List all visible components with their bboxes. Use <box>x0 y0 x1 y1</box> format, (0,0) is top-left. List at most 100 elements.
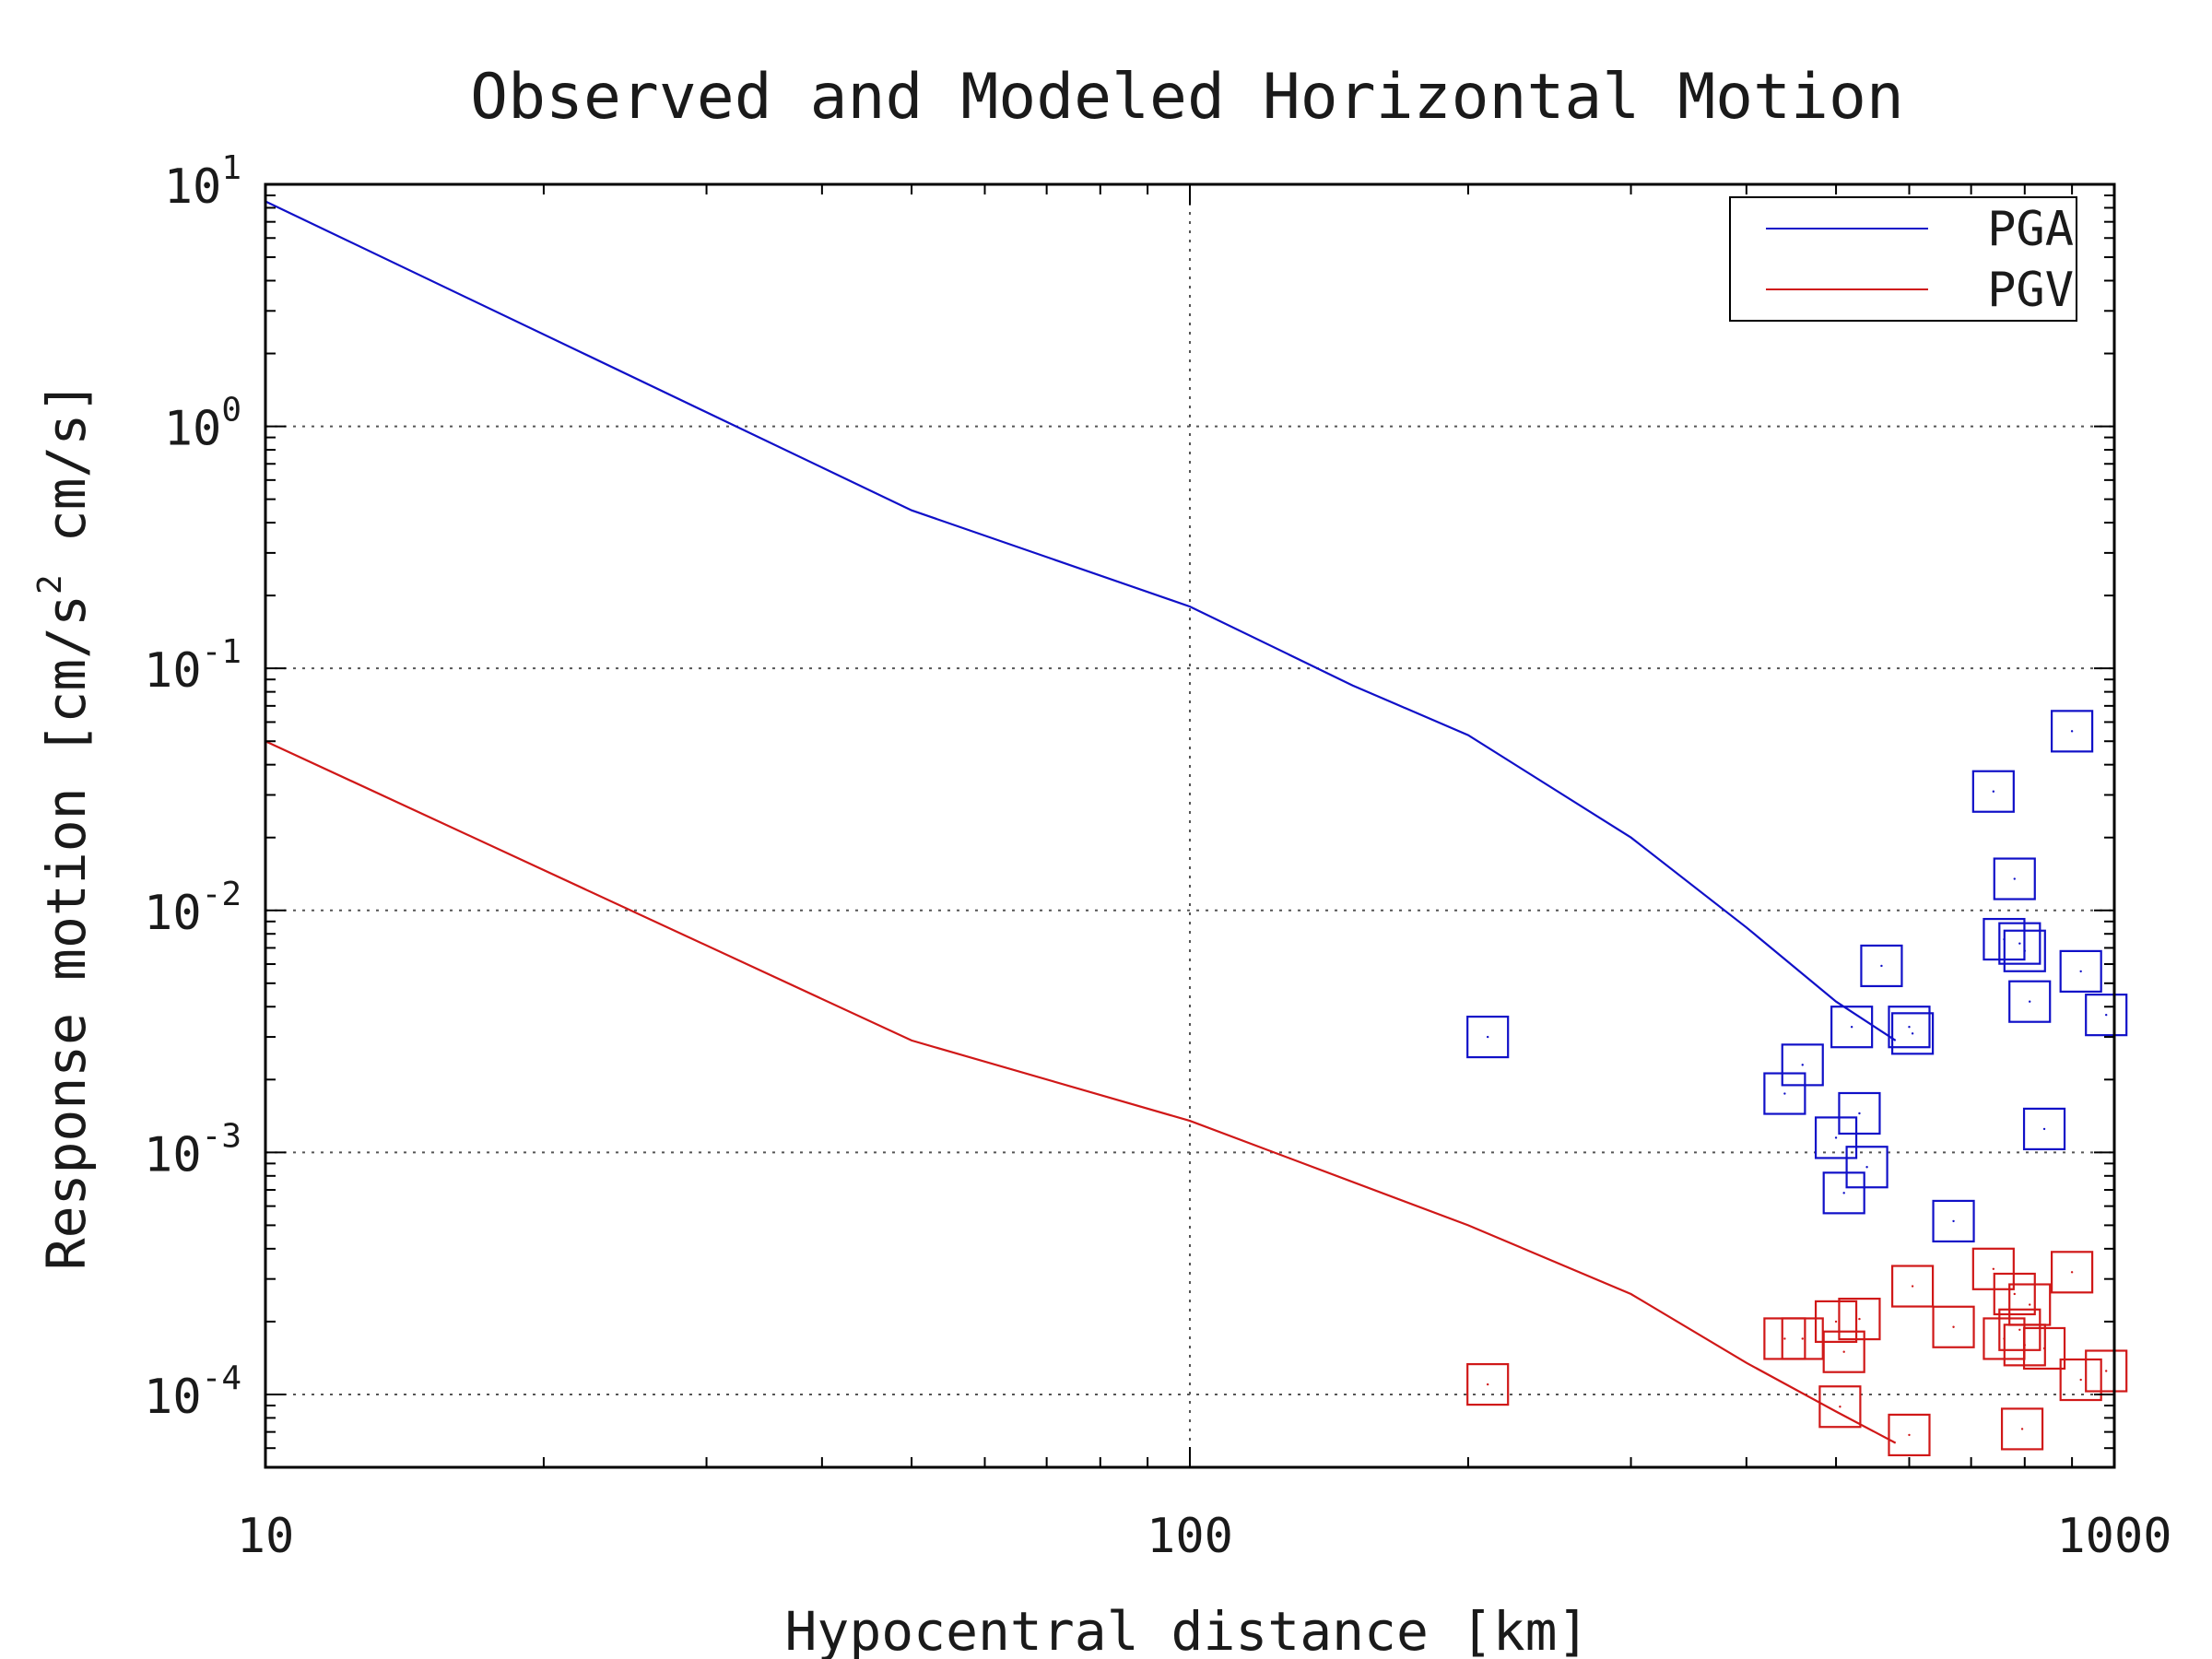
marker-pga-observed-11 <box>1932 1199 1975 1243</box>
marker-pga-observed-10 <box>1891 1012 1935 1055</box>
marker-dot-pga-observed-4 <box>1842 1192 1845 1194</box>
marker-pgv-observed-18 <box>2051 1251 2094 1294</box>
marker-dot-pga-observed-6 <box>1858 1112 1861 1115</box>
marker-pgv-observed-8 <box>1891 1265 1935 1308</box>
marker-dot-pgv-observed-20 <box>2104 1370 2108 1372</box>
marker-dot-pgv-observed-12 <box>2013 1292 2016 1296</box>
marker-dot-pga-observed-1 <box>1783 1092 1786 1095</box>
y-axis-label: Response motion [cm/s2 cm/s] <box>31 382 98 1271</box>
chart-title: Observed and Modeled Horizontal Motion <box>470 61 1904 134</box>
marker-pgv-observed-6 <box>1838 1297 1881 1341</box>
series-line-pgv <box>265 740 1897 1444</box>
plot-frame <box>264 182 2116 1469</box>
marker-dot-pga-observed-20 <box>2079 970 2082 973</box>
marker-dot-pgv-observed-6 <box>1858 1317 1861 1321</box>
marker-pga-observed-21 <box>2085 994 2128 1037</box>
marker-pga-observed-17 <box>2008 980 2052 1023</box>
marker-dot-pga-observed-0 <box>1486 1035 1489 1039</box>
x-axis-tick-labels: 10 100 1000 <box>237 1509 2172 1564</box>
marker-dot-pga-observed-8 <box>1880 964 1883 968</box>
marker-pga-observed-7 <box>1845 1146 1888 1189</box>
x-tick-label-0: 10 <box>237 1509 295 1564</box>
y-axis-tick-labels: 10-4 10-3 10-2 10-1 100 101 <box>144 149 241 1425</box>
marker-dot-pgv-observed-13 <box>2018 1328 2021 1331</box>
marker-pga-observed-6 <box>1838 1091 1881 1135</box>
marker-pga-observed-2 <box>1781 1043 1824 1087</box>
marker-pgv-observed-17 <box>2022 1326 2066 1371</box>
marker-dot-pgv-observed-5 <box>1842 1350 1845 1353</box>
axis-ticks <box>265 183 2115 1467</box>
marker-dot-pgv-observed-0 <box>1486 1382 1489 1386</box>
marker-pgv-observed-20 <box>2085 1349 2128 1393</box>
marker-pga-observed-3 <box>1814 1116 1858 1159</box>
y-tick-label-0: 10-4 <box>144 1359 241 1425</box>
marker-dot-pga-observed-16 <box>2023 949 2026 952</box>
marker-dot-pga-observed-5 <box>1850 1026 1853 1029</box>
marker-dot-pga-observed-2 <box>1801 1064 1804 1066</box>
marker-pga-observed-4 <box>1822 1171 1865 1215</box>
grid-lines <box>265 184 2114 1467</box>
legend-label-pgv: PGV <box>1987 263 2074 318</box>
legend: PGA PGV <box>1729 196 2077 322</box>
marker-dot-pga-observed-15 <box>2018 942 2021 945</box>
marker-pga-observed-18 <box>2022 1107 2066 1151</box>
marker-pgv-observed-4 <box>1818 1385 1862 1429</box>
legend-label-pga: PGA <box>1987 202 2074 257</box>
marker-pgv-observed-0 <box>1466 1362 1510 1406</box>
marker-pga-observed-19 <box>2051 710 2094 753</box>
marker-dot-pgv-observed-7 <box>1908 1433 1911 1437</box>
marker-dot-pga-observed-14 <box>2013 877 2016 880</box>
marker-pgv-observed-13 <box>1998 1308 2041 1351</box>
marker-dot-pgv-observed-10 <box>1992 1267 1995 1270</box>
legend-box <box>1729 196 2077 322</box>
marker-dot-pgv-observed-17 <box>2042 1347 2046 1350</box>
marker-pgv-observed-12 <box>1993 1272 2036 1316</box>
y-axis-label-exponent: 2 <box>31 574 69 594</box>
series-line-pga <box>265 200 1897 1041</box>
marker-dot-pga-observed-17 <box>2029 1000 2031 1003</box>
x-tick-label-1: 100 <box>1147 1509 1233 1564</box>
marker-dot-pga-observed-3 <box>1834 1136 1838 1139</box>
marker-pga-observed-5 <box>1830 1006 1874 1049</box>
marker-dot-pgv-observed-19 <box>2079 1378 2082 1382</box>
marker-dot-pgv-observed-8 <box>1911 1285 1914 1288</box>
marker-pgv-observed-9 <box>1932 1305 1975 1348</box>
marker-dot-pgv-observed-3 <box>1834 1320 1838 1324</box>
marker-pga-observed-12 <box>1971 770 2015 813</box>
marker-dot-pga-observed-19 <box>2070 730 2074 733</box>
y-tick-label-4: 100 <box>164 392 241 457</box>
y-tick-label-2: 10-2 <box>144 876 241 941</box>
marker-pga-observed-16 <box>2003 929 2046 972</box>
marker-dot-pga-observed-12 <box>1992 790 1995 793</box>
marker-dot-pgv-observed-2 <box>1801 1337 1804 1340</box>
marker-dot-pga-observed-9 <box>1908 1026 1911 1029</box>
marker-dot-pga-observed-18 <box>2042 1127 2046 1131</box>
marker-dot-pgv-observed-18 <box>2070 1271 2074 1274</box>
marker-pgv-observed-3 <box>1814 1300 1858 1344</box>
marker-dot-pgv-observed-16 <box>2029 1303 2031 1306</box>
marker-dot-pga-observed-7 <box>1865 1166 1868 1169</box>
plot-area-series <box>265 200 2128 1457</box>
marker-pgv-observed-7 <box>1888 1413 1931 1457</box>
marker-dot-pgv-observed-1 <box>1783 1337 1786 1340</box>
marker-dot-pgv-observed-4 <box>1839 1406 1841 1408</box>
marker-pgv-observed-16 <box>2008 1283 2052 1326</box>
x-axis-label: Hypocentral distance [km] <box>785 1600 1590 1659</box>
x-tick-label-2: 1000 <box>2056 1509 2171 1564</box>
y-tick-label-3: 10-1 <box>144 633 241 699</box>
marker-pga-observed-1 <box>1763 1072 1806 1115</box>
marker-pga-observed-20 <box>2059 949 2102 993</box>
marker-pgv-observed-14 <box>2000 1407 2044 1451</box>
y-axis-label-main: Response motion [cm/s <box>35 594 98 1270</box>
marker-dot-pga-observed-11 <box>1952 1219 1955 1223</box>
y-axis-label-tail: cm/s] <box>35 382 98 575</box>
marker-pgv-observed-5 <box>1822 1330 1865 1373</box>
marker-pga-observed-0 <box>1466 1015 1510 1059</box>
marker-dot-pga-observed-10 <box>1911 1032 1914 1035</box>
marker-dot-pga-observed-21 <box>2104 1013 2108 1017</box>
marker-dot-pgv-observed-14 <box>2020 1428 2024 1430</box>
y-tick-label-5: 101 <box>164 149 241 215</box>
marker-dot-pgv-observed-9 <box>1952 1325 1955 1328</box>
marker-pga-observed-9 <box>1888 1006 1931 1049</box>
